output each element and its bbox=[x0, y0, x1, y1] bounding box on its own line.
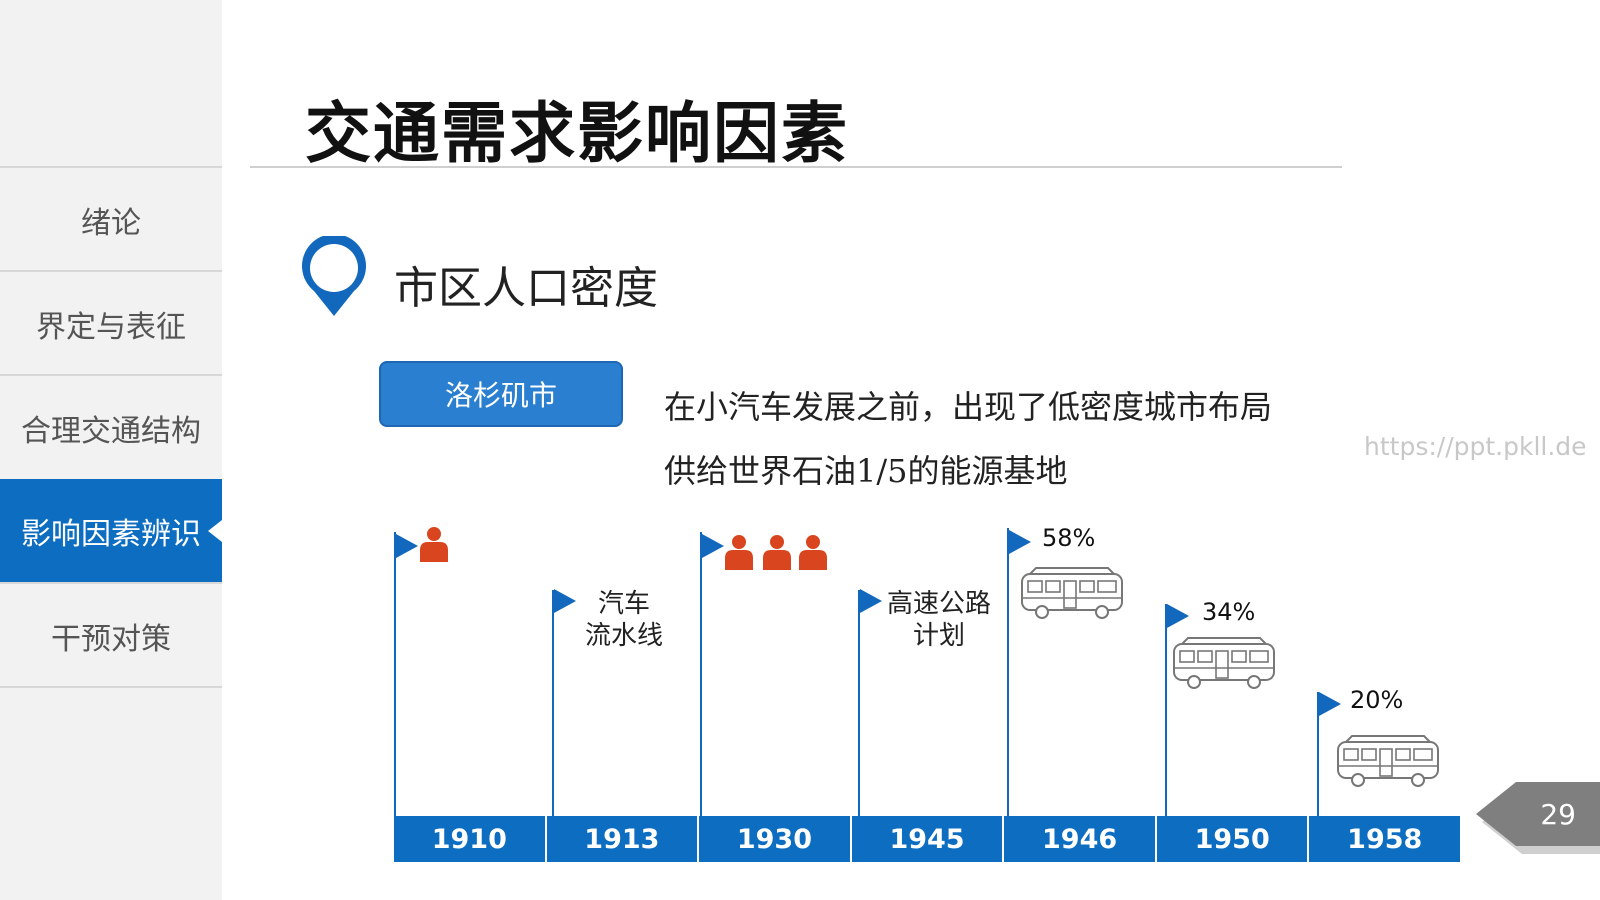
sidebar-item-factors[interactable]: 影响因素辨识 bbox=[0, 479, 222, 582]
sidebar-item-label: 绪论 bbox=[81, 205, 141, 241]
title-divider bbox=[250, 166, 1342, 168]
flag-icon bbox=[702, 534, 724, 558]
flag-icon bbox=[1319, 692, 1341, 716]
flag-icon bbox=[554, 589, 576, 613]
flag-icon bbox=[1009, 530, 1031, 554]
sidebar-item-intro[interactable]: 绪论 bbox=[0, 166, 222, 271]
page-title: 交通需求影响因素 bbox=[305, 95, 849, 172]
bus-icon bbox=[1337, 735, 1439, 787]
year-cell: 1945 bbox=[851, 816, 1005, 862]
percent-1946: 58% bbox=[1042, 524, 1096, 552]
flag-icon bbox=[396, 534, 418, 558]
section-subtitle: 市区人口密度 bbox=[394, 263, 658, 314]
year-cell: 1946 bbox=[1004, 816, 1157, 862]
sidebar-item-definition[interactable]: 界定与表征 bbox=[0, 270, 222, 375]
event-label-highway-plan: 高速公路 计划 bbox=[880, 588, 998, 652]
description-line-1: 在小汽车发展之前，出现了低密度城市布局 bbox=[664, 388, 1273, 426]
sidebar-divider bbox=[0, 686, 222, 688]
person-icon bbox=[799, 535, 827, 570]
person-icon bbox=[763, 535, 791, 570]
watermark: https://ppt.pkll.de bbox=[1364, 432, 1587, 461]
location-pin-icon bbox=[300, 234, 368, 322]
event-label-line: 流水线 bbox=[584, 621, 663, 651]
event-label-assembly-line: 汽车 流水线 bbox=[578, 588, 670, 652]
bus-icon bbox=[1021, 567, 1123, 619]
year-cell: 1930 bbox=[699, 816, 852, 862]
percent-1958: 20% bbox=[1350, 686, 1404, 714]
person-icon bbox=[420, 527, 448, 562]
year-cell: 1910 bbox=[394, 816, 547, 862]
sidebar-item-measures[interactable]: 干预对策 bbox=[0, 582, 222, 687]
year-cell: 1958 bbox=[1309, 816, 1461, 862]
event-label-line: 汽车 bbox=[597, 589, 650, 619]
sidebar: 绪论 界定与表征 合理交通结构 影响因素辨识 干预对策 bbox=[0, 0, 222, 900]
sidebar-item-label: 合理交通结构 bbox=[21, 413, 201, 449]
year-cell: 1950 bbox=[1156, 816, 1310, 862]
sidebar-item-label: 影响因素辨识 bbox=[21, 516, 201, 552]
flag-icon bbox=[1167, 604, 1189, 628]
sidebar-item-label: 界定与表征 bbox=[36, 309, 186, 345]
timeline-year-bar: 1910 1913 1930 1945 1946 1950 1958 bbox=[394, 816, 1461, 862]
sidebar-item-label: 干预对策 bbox=[51, 621, 171, 657]
sidebar-item-structure[interactable]: 合理交通结构 bbox=[0, 374, 222, 479]
person-icon bbox=[725, 535, 753, 570]
event-label-line: 高速公路 bbox=[886, 589, 991, 619]
event-label-line: 计划 bbox=[912, 621, 965, 651]
year-cell: 1913 bbox=[546, 816, 700, 862]
bus-icon bbox=[1173, 637, 1275, 689]
percent-1950: 34% bbox=[1202, 598, 1256, 626]
description-line-2: 供给世界石油1/5的能源基地 bbox=[664, 452, 1068, 490]
flag-icon bbox=[860, 589, 882, 613]
city-button[interactable]: 洛杉矶市 bbox=[379, 361, 623, 427]
